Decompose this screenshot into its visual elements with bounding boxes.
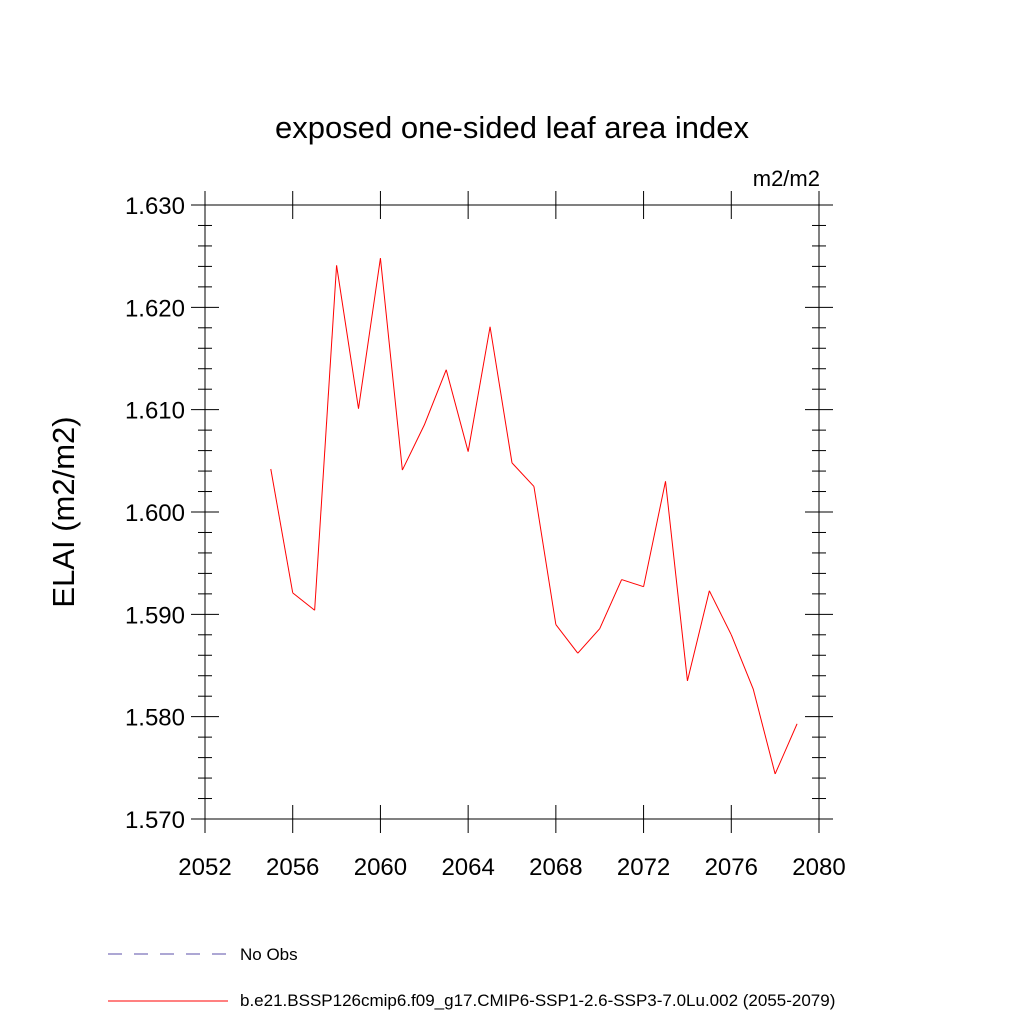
series-segment — [292, 592, 315, 611]
series-segment — [336, 265, 359, 409]
series-segment — [686, 590, 710, 681]
legend-label-no-obs: No Obs — [240, 945, 298, 964]
series-segment — [555, 624, 579, 654]
y-axis-label: ELAI (m2/m2) — [46, 416, 81, 607]
series-segment — [489, 326, 513, 463]
series-segment — [599, 579, 623, 629]
chart-title: exposed one-sided leaf area index — [275, 110, 749, 145]
x-tick-label: 2076 — [705, 854, 758, 881]
series-segment — [379, 258, 403, 471]
y-tick-labels: 1.570 1.580 1.590 1.600 1.610 1.620 1.630 — [125, 193, 185, 834]
x-tick-label: 2052 — [178, 854, 231, 881]
series-lines — [270, 258, 798, 775]
series-segment — [401, 424, 425, 471]
y-tick-label: 1.600 — [125, 500, 185, 527]
series-segment — [270, 468, 294, 593]
series-segment — [511, 462, 535, 487]
series-segment — [358, 258, 381, 409]
y-tick-label: 1.590 — [125, 602, 185, 629]
legend: No Obs b.e21.BSSP126cmip6.f09_g17.CMIP6-… — [108, 945, 835, 1010]
series-segment — [533, 486, 557, 625]
x-tick-label: 2080 — [792, 854, 845, 881]
y-tick-label: 1.630 — [125, 193, 185, 220]
series-segment — [752, 688, 776, 775]
y-tick-label: 1.580 — [125, 705, 185, 732]
series-segment — [708, 590, 732, 636]
plot-frame — [204, 204, 820, 820]
series-segment — [314, 265, 338, 611]
x-tick-label: 2056 — [266, 854, 319, 881]
series-segment — [774, 723, 798, 775]
series-segment — [467, 326, 491, 452]
legend-label-model: b.e21.BSSP126cmip6.f09_g17.CMIP6-SSP1-2.… — [240, 991, 835, 1010]
x-tick-label: 2064 — [441, 854, 494, 881]
series-segment — [423, 369, 447, 426]
x-tick-labels: 2052 2056 2060 2064 2068 2072 2076 2080 — [178, 854, 845, 881]
x-tick-label: 2060 — [354, 854, 407, 881]
axis-ticks — [191, 191, 833, 833]
x-tick-label: 2068 — [529, 854, 582, 881]
units-label: m2/m2 — [753, 166, 820, 191]
series-segment — [445, 369, 469, 452]
y-tick-label: 1.620 — [125, 295, 185, 322]
series-segment — [643, 481, 666, 587]
series-segment — [665, 481, 688, 681]
y-tick-label: 1.610 — [125, 398, 185, 425]
series-segment — [730, 634, 754, 690]
y-tick-label: 1.570 — [125, 807, 185, 834]
series-segment — [621, 579, 644, 588]
x-tick-label: 2072 — [617, 854, 670, 881]
series-segment — [577, 628, 601, 654]
